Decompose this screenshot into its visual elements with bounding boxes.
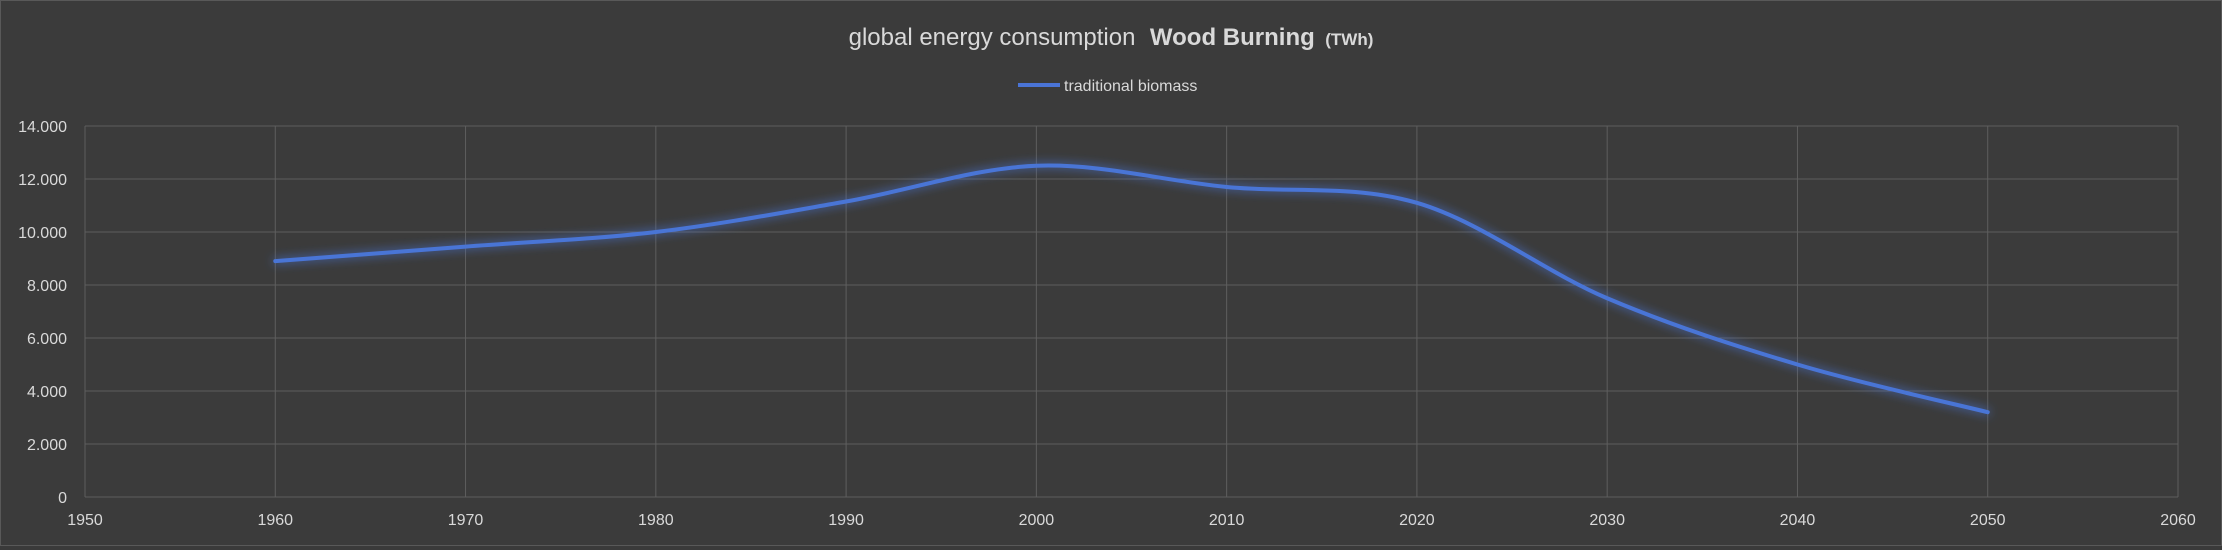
axes: 0 2.000 4.000 6.000 8.000 10.000 12.000 14.000 1… xyxy=(18,119,2196,529)
x-tick-label: 2000 xyxy=(1019,512,1055,529)
x-tick-label: 1950 xyxy=(67,512,103,529)
y-tick-label: 12.000 xyxy=(18,172,67,189)
x-tick-label: 1960 xyxy=(257,512,293,529)
x-tick-label: 2050 xyxy=(1970,512,2006,529)
x-tick-label: 2020 xyxy=(1399,512,1435,529)
chart-title-unit: (TWh) xyxy=(1325,30,1373,49)
x-tick-label: 2010 xyxy=(1209,512,1245,529)
chart-title-bold: Wood Burning xyxy=(1150,24,1315,51)
gridlines xyxy=(84,125,2179,498)
legend-label: traditional biomass xyxy=(1064,78,1197,95)
y-tick-label: 6.000 xyxy=(27,331,67,348)
series-lines xyxy=(273,163,1990,415)
y-tick-label: 4.000 xyxy=(27,384,67,401)
legend: traditional biomass xyxy=(1018,78,1197,95)
y-tick-label: 14.000 xyxy=(18,119,67,136)
x-tick-label: 1970 xyxy=(448,512,484,529)
chart-title: global energy consumption Wood Burning (… xyxy=(849,24,1374,51)
x-tick-label: 2060 xyxy=(2160,512,2196,529)
x-tick-label: 2030 xyxy=(1589,512,1625,529)
y-tick-label: 8.000 xyxy=(27,278,67,295)
chart-title-main: global energy consumption xyxy=(849,24,1136,51)
y-tick-label: 2.000 xyxy=(27,437,67,454)
y-tick-label: 10.000 xyxy=(18,225,67,242)
x-tick-label: 1990 xyxy=(828,512,864,529)
x-tick-label: 1980 xyxy=(638,512,674,529)
x-tick-label: 2040 xyxy=(1780,512,1816,529)
y-tick-label: 0 xyxy=(58,490,67,507)
series-line-traditional-biomass xyxy=(273,163,1990,415)
